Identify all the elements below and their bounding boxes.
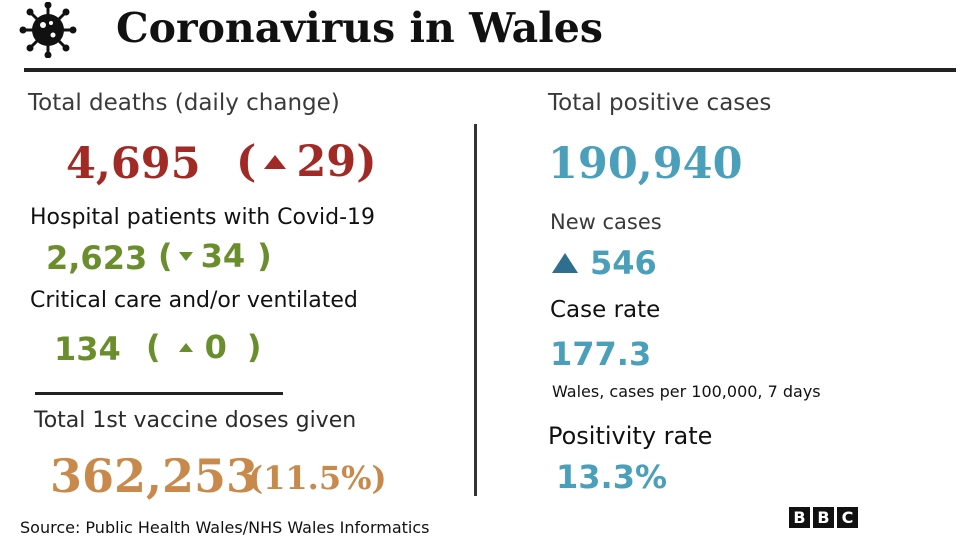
critical-label: Critical care and/or ventilated xyxy=(30,288,358,313)
bbc-logo-letter: B xyxy=(789,507,810,528)
open-paren: ( xyxy=(146,328,161,366)
new-cases-row: 546 xyxy=(552,244,657,282)
source-note: Source: Public Health Wales/NHS Wales In… xyxy=(20,518,430,537)
case-rate-value: 177.3 xyxy=(550,335,652,373)
deaths-change: ( 29 ) xyxy=(236,137,377,187)
new-cases-value: 546 xyxy=(590,244,657,282)
arrow-up-icon xyxy=(264,155,287,169)
case-rate-label: Case rate xyxy=(550,297,661,323)
column-divider xyxy=(474,124,477,496)
hospital-change-value: 34 xyxy=(200,237,246,275)
case-rate-subtitle: Wales, cases per 100,000, 7 days xyxy=(552,382,821,401)
close-paren: ) xyxy=(257,237,272,275)
open-paren: ( xyxy=(236,137,257,187)
deaths-label: Total deaths (daily change) xyxy=(28,90,340,116)
deaths-change-value: 29 xyxy=(296,137,357,187)
hospital-change: ( 34 ) xyxy=(158,237,272,275)
bbc-logo: B B C xyxy=(789,507,858,528)
hospital-value: 2,623 xyxy=(46,239,148,277)
vaccine-value: 362,253 xyxy=(50,449,259,503)
cases-value: 190,940 xyxy=(548,139,743,189)
positivity-value: 13.3% xyxy=(556,458,668,496)
virus-icon xyxy=(19,2,77,58)
bbc-logo-letter: C xyxy=(837,507,858,528)
vaccine-label: Total 1st vaccine doses given xyxy=(34,408,357,433)
arrow-up-icon xyxy=(178,342,193,352)
cases-label: Total positive cases xyxy=(548,90,772,116)
page-title: Coronavirus in Wales xyxy=(116,4,603,52)
close-paren: ) xyxy=(246,328,262,366)
arrow-up-icon xyxy=(552,253,578,273)
deaths-value: 4,695 xyxy=(66,139,201,189)
vaccine-percent: (11.5%) xyxy=(248,459,387,497)
section-divider xyxy=(35,392,283,395)
open-paren: ( xyxy=(158,237,173,275)
critical-change: ( 0 ) xyxy=(146,328,262,366)
header-divider xyxy=(24,68,956,72)
critical-value: 134 xyxy=(54,330,121,368)
critical-change-value: 0 xyxy=(204,328,227,366)
arrow-down-icon xyxy=(178,251,193,261)
positivity-label: Positivity rate xyxy=(548,422,713,450)
bbc-logo-letter: B xyxy=(813,507,834,528)
close-paren: ) xyxy=(356,137,377,187)
hospital-label: Hospital patients with Covid-19 xyxy=(30,205,376,230)
new-cases-label: New cases xyxy=(550,210,662,234)
